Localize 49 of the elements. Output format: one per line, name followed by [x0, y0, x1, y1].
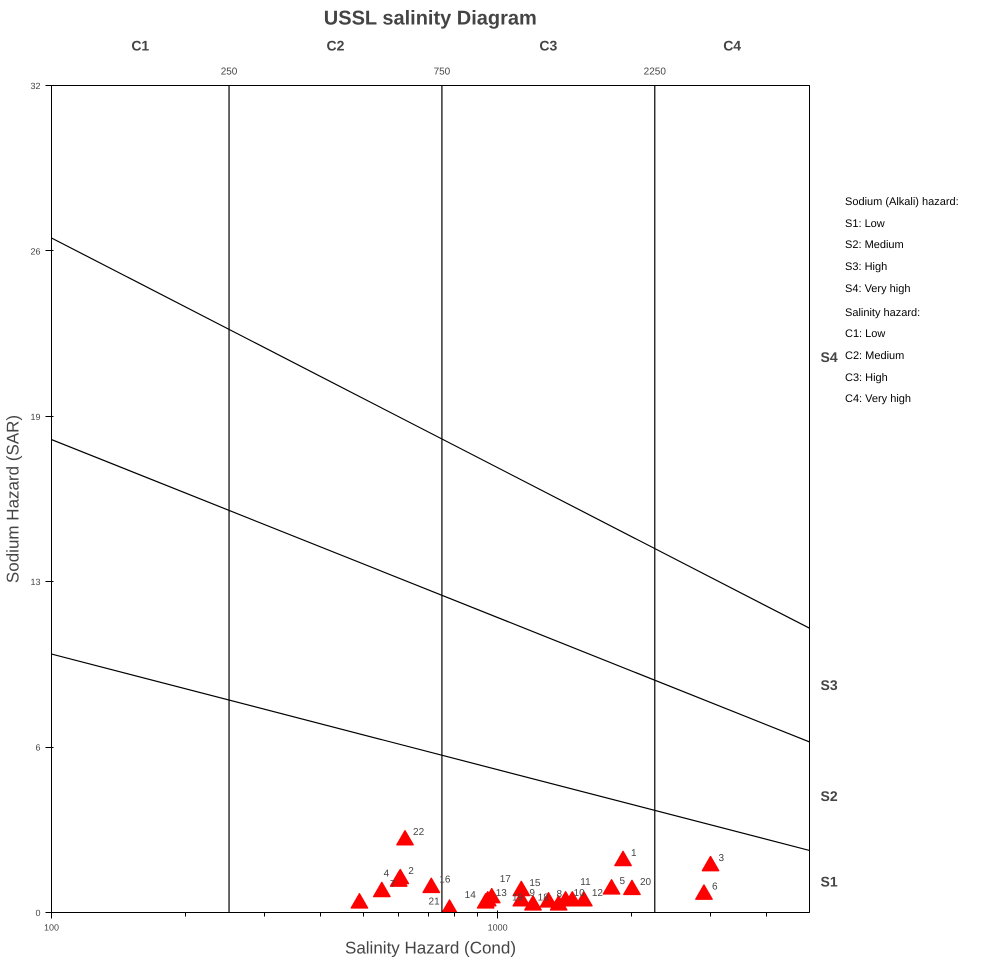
- y-tick-label: 6: [35, 742, 41, 753]
- text: C1: Low: [845, 327, 886, 342]
- annotation: 4: [384, 868, 390, 880]
- text: S1: Low: [845, 216, 886, 232]
- chart-title: USSL salinity Diagram: [324, 8, 537, 30]
- annotation: 5: [620, 876, 626, 888]
- ref-line-label: 2250: [644, 66, 666, 78]
- annotation: 9: [529, 888, 536, 900]
- ref-line-label: 250: [220, 66, 238, 78]
- text: C4: [723, 38, 742, 54]
- y-tick-label: 26: [30, 246, 41, 256]
- annotation: 3: [718, 852, 725, 864]
- annotation: 15: [529, 878, 541, 889]
- y-tick-label: 0: [35, 908, 41, 918]
- text: C2: Medium: [845, 348, 906, 364]
- annotation: 20: [640, 876, 652, 888]
- text: C1: [131, 38, 150, 54]
- text: S2: [820, 788, 838, 804]
- text: S4: [820, 348, 838, 365]
- text: S3: [820, 677, 838, 694]
- annotation: 22: [413, 827, 425, 838]
- text: C4: Very high: [845, 392, 912, 408]
- annotation: 17: [500, 874, 512, 886]
- text: C3: [539, 38, 558, 54]
- text: Salinity hazard:: [845, 306, 922, 321]
- annotation: 2: [408, 866, 414, 877]
- annotation: 14: [464, 890, 476, 902]
- annotation: 21: [428, 896, 440, 908]
- annotation: 13: [496, 888, 508, 900]
- y-tick-label: 13: [30, 577, 41, 588]
- text: S4: Very high: [845, 282, 912, 297]
- text: S3: High: [845, 260, 888, 276]
- text: C2: [326, 38, 345, 54]
- text: S2: Medium: [845, 238, 905, 254]
- annotation: 7: [390, 878, 396, 890]
- annotation: 12: [592, 888, 604, 900]
- annotation: 1: [631, 848, 638, 859]
- x-tick-label: 100: [44, 922, 60, 932]
- annotation: 6: [712, 881, 718, 892]
- text: C3: High: [845, 370, 889, 386]
- x-axis-title: Salinity Hazard (Cond): [344, 938, 516, 958]
- y-tick-label: 19: [30, 412, 41, 422]
- annotation: 11: [580, 877, 592, 888]
- ref-line-label: 750: [434, 66, 451, 78]
- text: S1: [820, 873, 838, 890]
- x-tick-label: 1000: [488, 922, 508, 932]
- y-axis-title: Sodium Hazard (SAR): [3, 414, 22, 584]
- y-tick-label: 32: [30, 81, 41, 91]
- text: Sodium (Alkali) hazard:: [845, 195, 959, 210]
